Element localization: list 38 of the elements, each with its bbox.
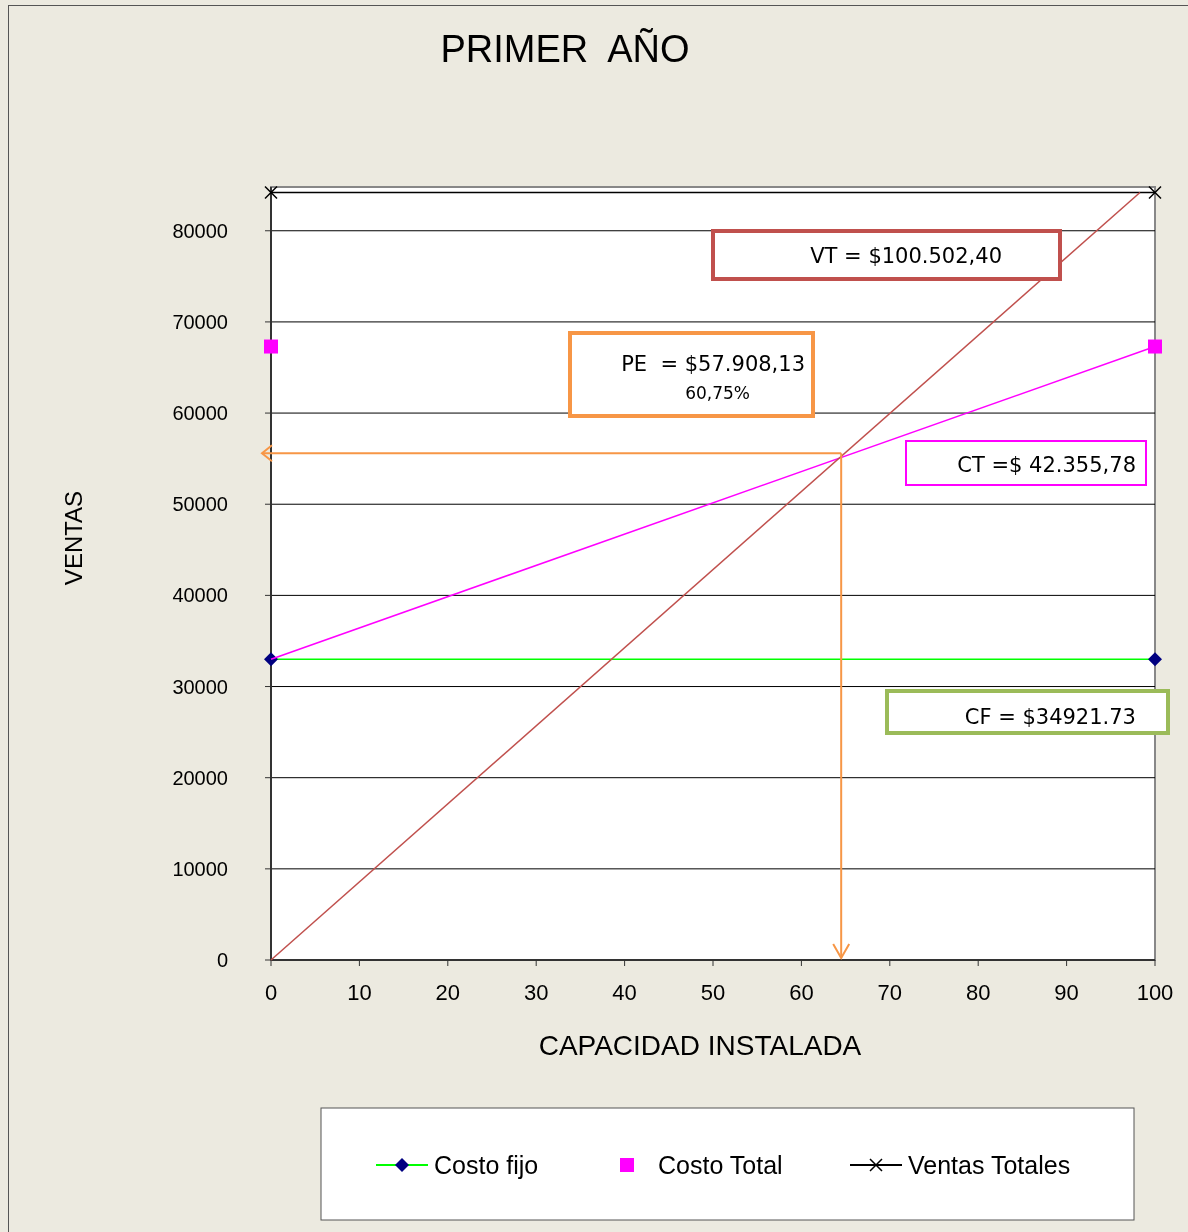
x-tick-label: 80: [965, 980, 991, 1005]
x-tick-label: 0: [264, 980, 278, 1005]
annotation: PE = $57.908,13: [621, 352, 805, 376]
callout-box: CF = $34921.73: [885, 689, 1170, 735]
y-tick-label: 70000: [172, 310, 228, 333]
annotation: VT = $100.502,40: [810, 244, 1002, 268]
x-tick-label: 90: [1054, 980, 1079, 1005]
chart-title: PRIMER AÑO: [440, 28, 690, 70]
y-tick-label: 50000: [172, 493, 228, 516]
y-tick-label: 60000: [172, 402, 228, 425]
annotation: CF = $34921.73: [964, 705, 1136, 729]
x-tick-label: 60: [789, 980, 814, 1005]
y-tick-label: 10000: [172, 857, 228, 880]
x-tick-label: 40: [612, 980, 637, 1005]
y-tick-label: 80000: [172, 219, 228, 242]
y-axis-title: VENTAS: [60, 490, 87, 586]
x-tick-label: 10: [347, 980, 372, 1005]
y-tick-label: 0: [216, 949, 228, 971]
legend-label: Ventas Totales: [908, 1150, 1071, 1179]
annotation: 60,75%: [685, 383, 750, 403]
legend-label: Costo Total: [658, 1150, 783, 1179]
point: [1148, 185, 1162, 200]
y-tick-label: 30000: [172, 675, 228, 698]
point: [264, 185, 278, 200]
y-tick-label: 40000: [172, 584, 228, 607]
x-tick-label: 100: [1136, 980, 1174, 1005]
point: [1148, 339, 1162, 354]
point: [264, 339, 278, 354]
x-axis-title: CAPACIDAD INSTALADA: [538, 1030, 862, 1061]
x-tick-label: 70: [877, 980, 903, 1005]
callout-box: VT = $100.502,40: [711, 229, 1062, 281]
annotation: CT =$ 42.355,78: [957, 453, 1136, 477]
callout-box: CT =$ 42.355,78: [905, 440, 1147, 486]
x-tick-label: 30: [523, 980, 549, 1005]
y-tick-label: 20000: [172, 766, 228, 789]
x-tick-label: 50: [700, 980, 726, 1005]
legend-label: Costo fijo: [434, 1150, 539, 1179]
x-tick-label: 20: [435, 980, 461, 1005]
